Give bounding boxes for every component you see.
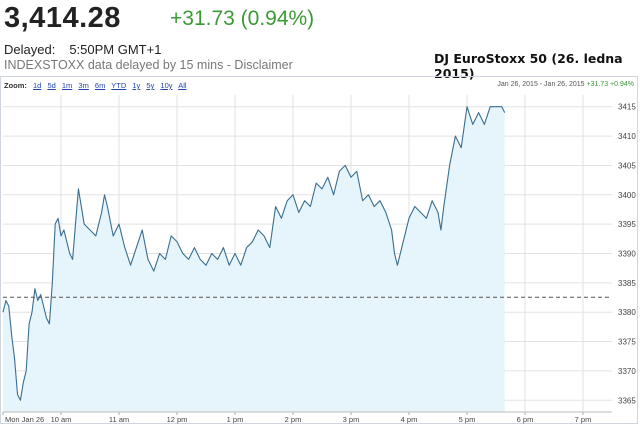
price-change: +31.73 (0.94%)	[170, 7, 315, 30]
y-tick-label: 3395	[618, 220, 636, 229]
y-tick-label: 3370	[618, 367, 636, 376]
x-tick-label: 5 pm	[459, 415, 476, 424]
delayed-status: Delayed: 5:50PM GMT+1	[4, 42, 161, 57]
chart-title: DJ EuroStoxx 50 (26. ledna 2015)	[434, 51, 623, 81]
y-tick-label: 3390	[618, 250, 636, 259]
zoom-1y[interactable]: 1y	[132, 81, 141, 90]
delayed-label: Delayed:	[4, 42, 56, 57]
index-price: 3,414.28	[4, 2, 121, 34]
y-tick-label: 3415	[618, 103, 636, 112]
x-tick-label: 3 pm	[343, 415, 360, 424]
zoom-5d[interactable]: 5d	[47, 81, 56, 90]
zoom-label: Zoom:	[4, 81, 27, 90]
x-tick-label: 12 pm	[167, 415, 188, 424]
zoom-5y[interactable]: 5y	[146, 81, 155, 90]
zoom-ytd[interactable]: YTD	[111, 81, 127, 90]
x-tick-label: 11 am	[109, 415, 129, 424]
series-area	[3, 106, 505, 412]
x-tick-label: 4 pm	[401, 415, 418, 424]
series-line	[2, 106, 506, 401]
delayed-time: 5:50PM GMT+1	[69, 42, 162, 57]
range-dates: Jan 26, 2015 - Jan 26, 2015	[497, 81, 585, 88]
y-tick-label: 3400	[618, 191, 636, 200]
y-tick-label: 3410	[618, 132, 636, 141]
range-change: +31.73 +0.94%	[586, 81, 635, 88]
y-tick-label: 3365	[618, 396, 636, 405]
y-tick-label: 3405	[618, 161, 636, 170]
y-tick-label: 3375	[618, 338, 636, 347]
x-tick-label: Mon Jan 26	[5, 415, 44, 424]
chart-frame	[0, 76, 638, 424]
x-tick-label: 2 pm	[285, 415, 302, 424]
zoom-3m[interactable]: 3m	[78, 81, 89, 90]
zoom-1d[interactable]: 1d	[33, 81, 42, 90]
source-note: INDEXSTOXX data delayed by 15 mins - Dis…	[4, 58, 293, 72]
zoom-10y[interactable]: 10y	[160, 81, 173, 90]
x-tick-label: 10 am	[51, 415, 72, 424]
zoom-1m[interactable]: 1m	[61, 81, 73, 90]
y-tick-label: 3385	[618, 279, 636, 288]
x-tick-label: 1 pm	[227, 415, 244, 424]
x-tick-label: 7 pm	[575, 415, 592, 424]
x-tick-label: 6 pm	[517, 415, 534, 424]
zoom-bar: Zoom: 1d 5d 1m 3m 6m YTD 1y 5y 10y All	[4, 81, 191, 90]
y-tick-label: 3380	[618, 308, 636, 317]
range-info: Jan 26, 2015 - Jan 26, 2015 +31.73 +0.94…	[497, 81, 634, 88]
zoom-all[interactable]: All	[178, 81, 187, 90]
zoom-6m[interactable]: 6m	[94, 81, 106, 90]
